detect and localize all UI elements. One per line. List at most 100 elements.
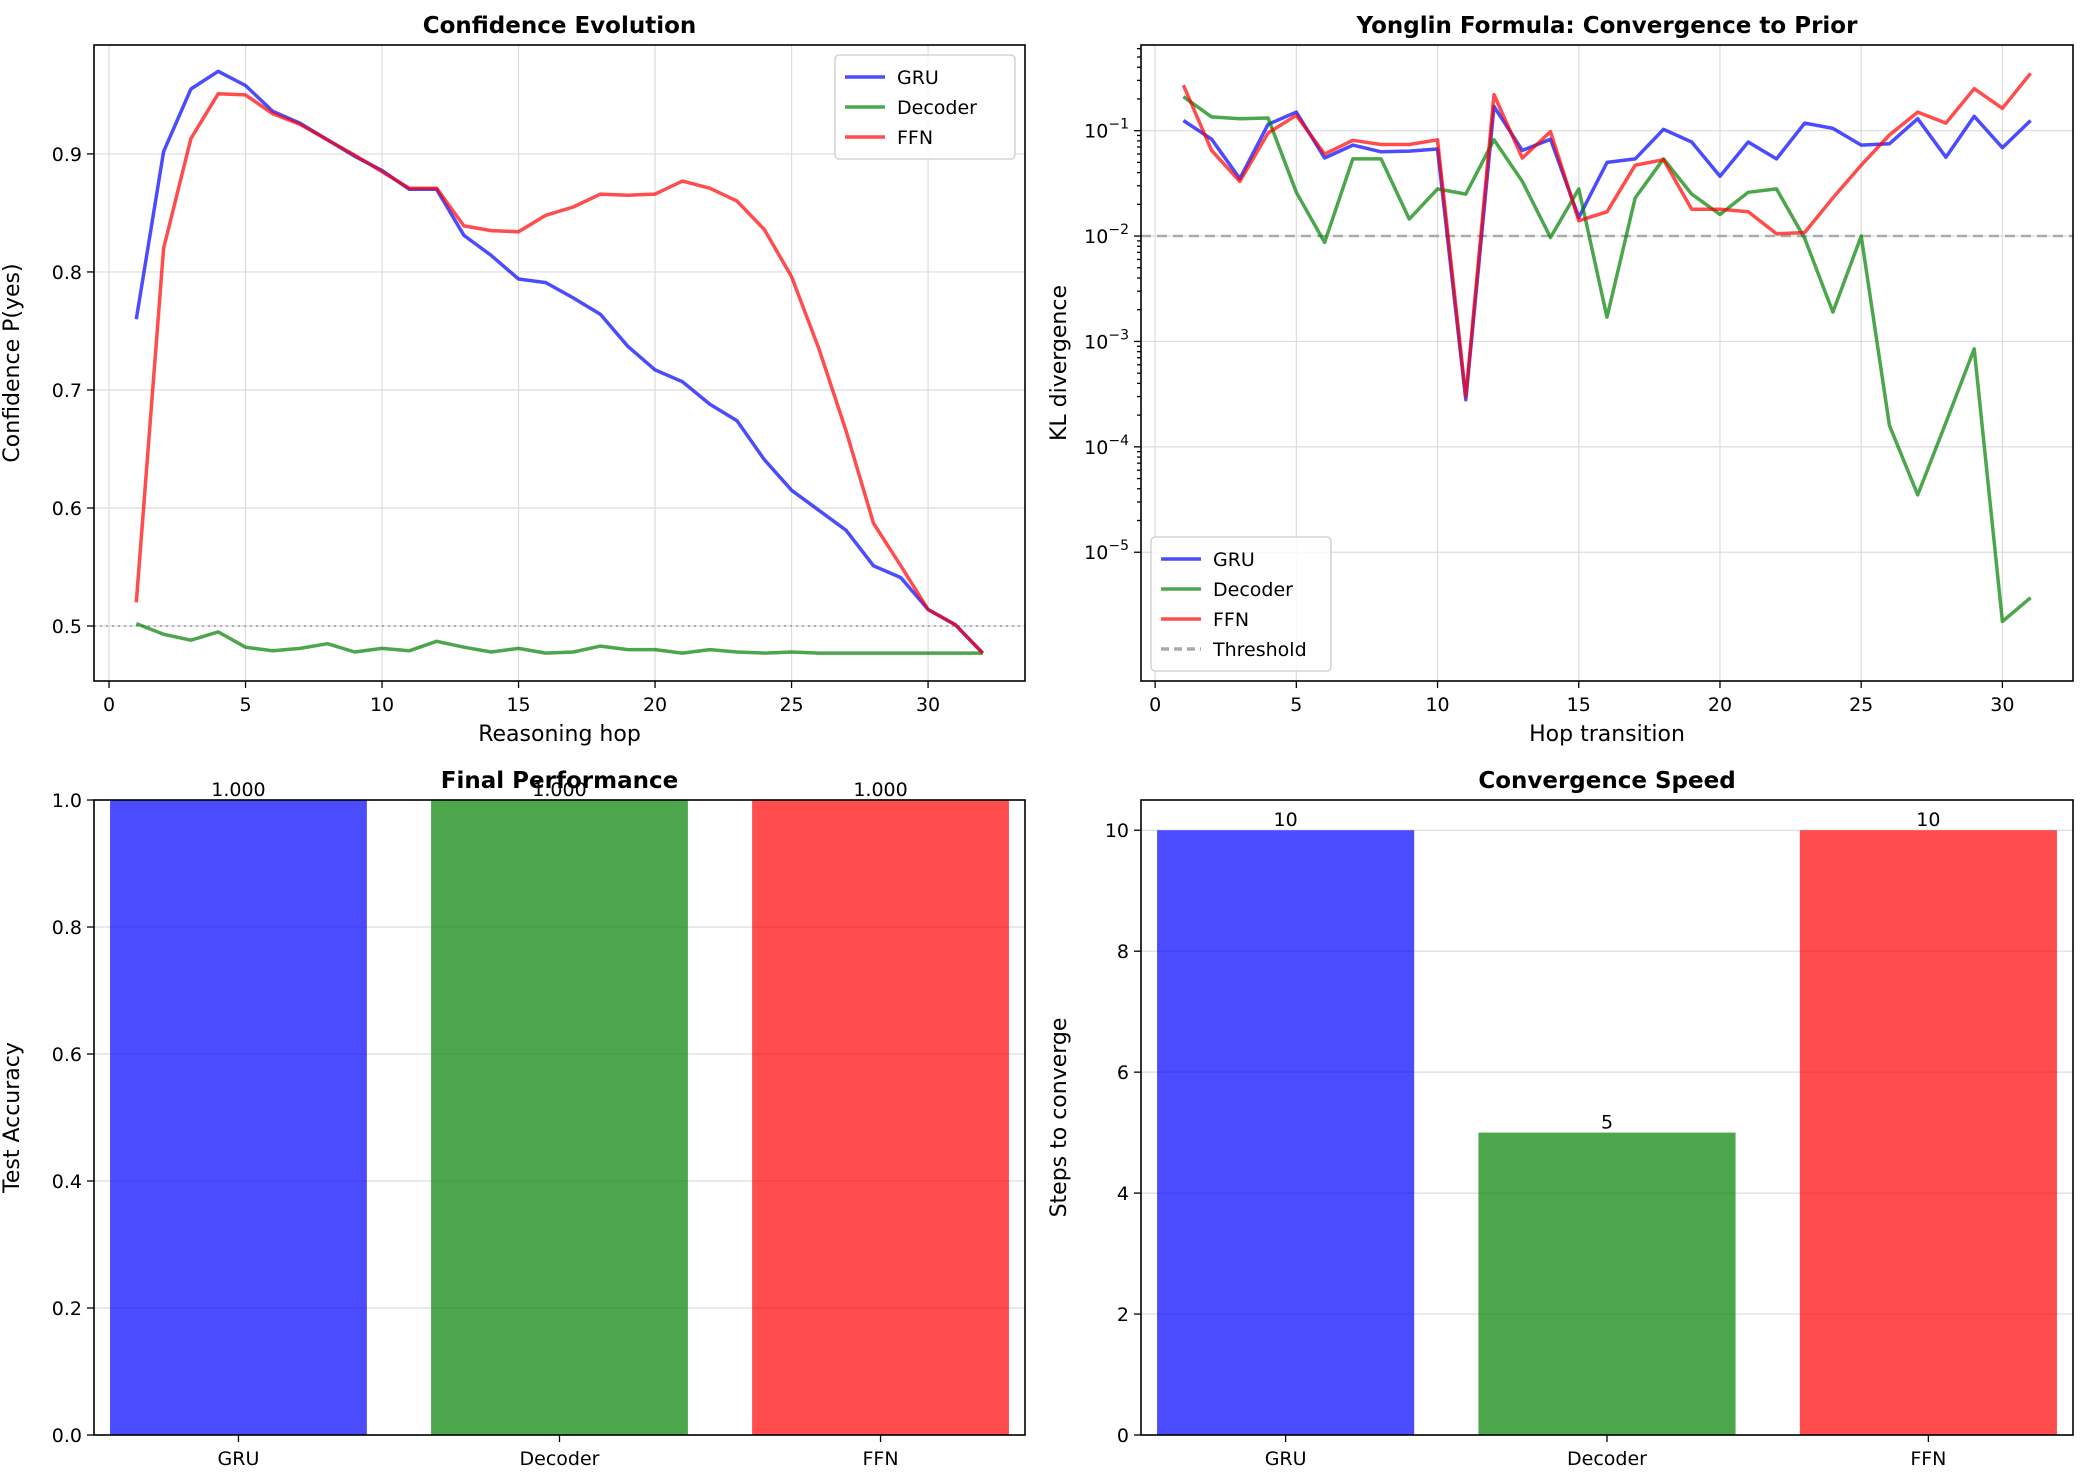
y-tick-label: 6 — [1117, 1062, 1129, 1084]
x-tick-label: 25 — [779, 694, 803, 716]
y-tick-label: 10−2 — [1084, 222, 1129, 248]
y-tick-label: 0.2 — [52, 1298, 82, 1320]
y-tick-exponent: −1 — [1108, 117, 1129, 133]
chart-title: Convergence Speed — [1478, 768, 1735, 794]
y-tick-label: 0.0 — [52, 1425, 82, 1447]
x-tick-label: GRU — [1265, 1448, 1307, 1470]
x-tick-label: 15 — [506, 694, 530, 716]
x-tick-label: GRU — [218, 1448, 260, 1470]
y-tick-label: 0.8 — [52, 262, 82, 284]
confidence-evolution-chart: 0 5 10 15 20 25 30 0.5 0.6 0.7 0.8 0.9 Confidence Ev… — [0, 13, 1026, 747]
legend-label-ffn: FFN — [1213, 609, 1249, 631]
x-tick-label: 0 — [1149, 694, 1161, 716]
legend-frame — [834, 54, 1016, 160]
x-tick-label: 0 — [103, 694, 115, 716]
legend-label-gru: GRU — [897, 67, 939, 89]
legend: GRU Decoder FFN Threshold — [1150, 536, 1332, 672]
x-tick-label: 20 — [1708, 694, 1732, 716]
y-tick-label: 1.0 — [52, 790, 82, 812]
bar-ffn — [1799, 830, 2057, 1435]
y-axis-label: Test Accuracy — [0, 1042, 25, 1194]
plot-area-frame — [1140, 799, 2074, 1436]
x-tick-label: Decoder — [520, 1448, 600, 1470]
legend-label-gru: GRU — [1213, 549, 1255, 571]
legend-label-threshold: Threshold — [1212, 639, 1307, 661]
series-line-gru — [1182, 104, 2032, 402]
bar-value-label-decoder: 5 — [1601, 1112, 1613, 1134]
y-tick-label: 0 — [1117, 1425, 1129, 1447]
plot-area-frame — [1140, 44, 2074, 682]
bar-ffn — [752, 800, 1009, 1435]
x-tick-label: 10 — [370, 694, 394, 716]
y-tick-exponent: −3 — [1108, 327, 1129, 343]
bar-value-label-decoder: 1.000 — [532, 779, 586, 801]
bar-decoder — [1478, 1132, 1736, 1435]
legend: GRU Decoder FFN — [834, 54, 1016, 160]
y-tick-label: 10−1 — [1084, 117, 1129, 143]
bar-value-label-gru: 10 — [1274, 809, 1298, 831]
y-tick-label: 0.5 — [52, 616, 82, 638]
series-line-gru — [134, 69, 984, 655]
x-tick-label: 30 — [1990, 694, 2014, 716]
y-tick-label: 8 — [1117, 941, 1129, 963]
chart-title: Final Performance — [441, 768, 678, 794]
y-axis-label: Steps to converge — [1047, 1018, 1072, 1218]
legend-frame — [1150, 536, 1332, 672]
y-tick-label: 0.7 — [52, 380, 82, 402]
x-tick-label: 30 — [916, 694, 940, 716]
legend-label-decoder: Decoder — [897, 97, 977, 119]
bar-value-label-ffn: 1.000 — [853, 779, 907, 801]
y-tick-label: 0.9 — [52, 144, 82, 166]
y-tick-label: 0.8 — [52, 917, 82, 939]
x-tick-label: 25 — [1849, 694, 1873, 716]
x-tick-label: 10 — [1425, 694, 1449, 716]
y-tick-exponent: −5 — [1108, 538, 1129, 554]
series-line-decoder — [135, 621, 983, 655]
y-tick-base: 10 — [1084, 226, 1108, 248]
y-tick-label: 4 — [1117, 1183, 1129, 1205]
kl-divergence-chart: 0 5 10 15 20 25 3010−510−410−310−210−1Yonglin … — [1047, 13, 2074, 747]
y-axis-label: KL divergence — [1047, 285, 1072, 441]
plot-area-frame — [93, 799, 1026, 1436]
chart-title: Confidence Evolution — [423, 13, 697, 39]
legend-label-decoder: Decoder — [1213, 579, 1293, 601]
y-tick-label: 10−3 — [1084, 327, 1129, 353]
convergence-speed-chart: 0 2 4 6 8 10 10 GRU 5 Decoder 10 FFN Convergence Spe… — [1047, 768, 2074, 1470]
series-line-ffn — [1181, 72, 2032, 399]
x-axis-label: Hop transition — [1529, 722, 1685, 747]
bar-value-label-ffn: 10 — [1916, 809, 1940, 831]
y-tick-label: 0.6 — [52, 1044, 82, 1066]
y-tick-label: 10−5 — [1084, 538, 1129, 564]
x-tick-label: FFN — [862, 1448, 898, 1470]
y-tick-base: 10 — [1084, 331, 1108, 353]
x-tick-label: 15 — [1567, 694, 1591, 716]
y-tick-label: 10 — [1105, 820, 1129, 842]
y-tick-base: 10 — [1084, 437, 1108, 459]
y-tick-base: 10 — [1084, 542, 1108, 564]
x-tick-label: 5 — [239, 694, 251, 716]
x-tick-label: 5 — [1290, 694, 1302, 716]
chart-title: Yonglin Formula: Convergence to Prior — [1356, 13, 1859, 39]
y-tick-label: 0.4 — [52, 1171, 82, 1193]
bar-gru — [110, 800, 367, 1435]
bar-gru — [1157, 830, 1415, 1435]
y-tick-label: 0.6 — [52, 498, 82, 520]
series-line-ffn — [134, 91, 984, 655]
series-line-decoder — [1182, 95, 2032, 624]
y-axis-label: Confidence P(yes) — [0, 263, 25, 462]
y-tick-label: 2 — [1117, 1304, 1129, 1326]
x-axis-label: Reasoning hop — [478, 722, 641, 747]
final-performance-chart: 0.0 0.2 0.4 0.6 0.8 1.0 1.000 GRU 1.000 Decoder 1.… — [0, 768, 1026, 1470]
y-tick-exponent: −2 — [1108, 222, 1129, 238]
legend-label-ffn: FFN — [897, 127, 933, 149]
bar-value-label-gru: 1.000 — [211, 779, 265, 801]
y-tick-base: 10 — [1084, 121, 1108, 143]
x-tick-label: Decoder — [1567, 1448, 1647, 1470]
x-tick-label: FFN — [1910, 1448, 1946, 1470]
y-tick-exponent: −4 — [1108, 433, 1129, 449]
x-tick-label: 20 — [643, 694, 667, 716]
bar-decoder — [431, 800, 688, 1435]
plot-area-frame — [93, 44, 1026, 682]
y-tick-label: 10−4 — [1084, 433, 1129, 459]
